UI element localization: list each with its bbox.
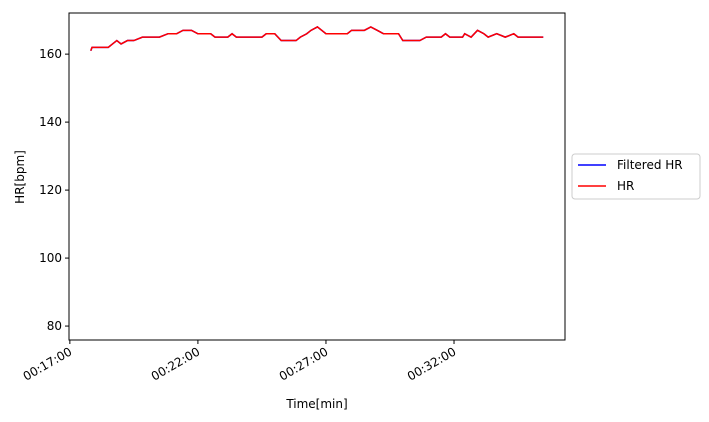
x-tick-label: 00:17:00 bbox=[21, 344, 75, 383]
y-tick-label: 160 bbox=[39, 47, 62, 61]
x-tick-label: 00:27:00 bbox=[277, 344, 331, 383]
y-tick-label: 120 bbox=[39, 183, 62, 197]
x-axis-label: Time[min] bbox=[285, 397, 347, 411]
line-series bbox=[90, 26, 544, 51]
y-axis-label: HR[bpm] bbox=[13, 150, 27, 204]
legend-label: Filtered HR bbox=[617, 158, 683, 172]
plot-frame bbox=[68, 12, 566, 341]
legend-label: HR bbox=[617, 179, 634, 193]
y-tick-label: 80 bbox=[47, 319, 62, 333]
legend: Filtered HR HR bbox=[571, 153, 701, 200]
line-series bbox=[90, 26, 544, 51]
x-tick-label: 00:32:00 bbox=[405, 344, 459, 383]
y-tick-label: 100 bbox=[39, 251, 62, 265]
y-tick-label: 140 bbox=[39, 115, 62, 129]
x-tick-label: 00:22:00 bbox=[149, 344, 203, 383]
